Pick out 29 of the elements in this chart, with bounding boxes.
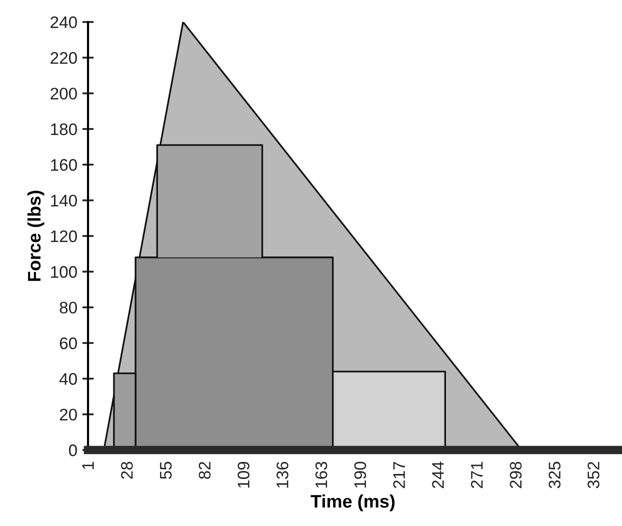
y-tick-label: 160 xyxy=(51,159,77,171)
y-tick-label: 80 xyxy=(60,302,77,314)
x-tick-label: 163 xyxy=(315,462,328,488)
x-tick-label: 109 xyxy=(238,462,250,488)
y-tick-label: 20 xyxy=(60,408,77,421)
y-tick-label: 40 xyxy=(59,373,77,385)
x-tick-label: 136 xyxy=(276,462,288,488)
y-tick-label: 0 xyxy=(68,444,77,456)
y-tick-label: 180 xyxy=(51,123,77,136)
x-tick-label: 352 xyxy=(588,462,600,488)
x-tick-label: 82 xyxy=(198,462,211,479)
x-tick-label: 298 xyxy=(510,462,522,488)
x-tick-label: 55 xyxy=(160,462,172,479)
x-tick-label: 244 xyxy=(432,462,444,488)
y-tick-label: 140 xyxy=(51,194,77,207)
x-tick-label: 271 xyxy=(470,462,483,488)
y-tick-label: 120 xyxy=(51,230,77,242)
y-tick-label: 240 xyxy=(50,16,77,28)
x-tick-label: 28 xyxy=(121,462,133,479)
y-tick-label: 200 xyxy=(50,88,77,100)
x-tick-label: 190 xyxy=(354,462,366,488)
y-tick-label: 100 xyxy=(51,266,77,278)
y-tick-label: 220 xyxy=(50,52,77,64)
x-tick-label: 217 xyxy=(393,462,405,488)
x-tick-label: 1 xyxy=(82,462,94,470)
y-axis-title: Force (lbs) xyxy=(27,190,44,281)
y-tick-label: 60 xyxy=(60,337,77,350)
x-axis-title: Time (ms) xyxy=(310,494,395,512)
x-tick-label: 325 xyxy=(548,462,561,488)
